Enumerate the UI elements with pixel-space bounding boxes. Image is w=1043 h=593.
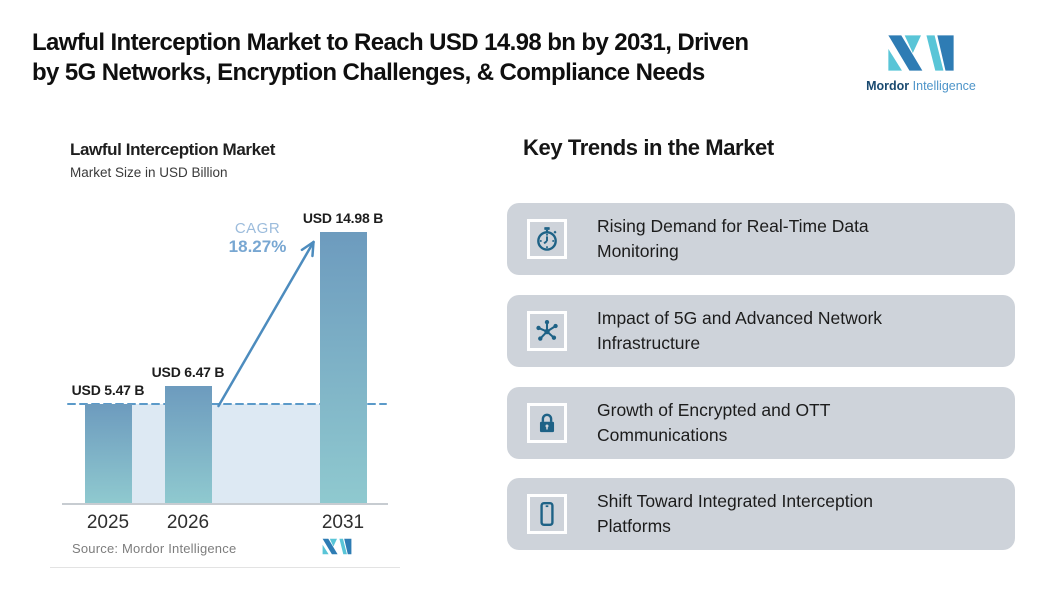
trend-text: Rising Demand for Real-Time Data Monitor… <box>597 216 869 261</box>
x-tick-label: 2031 <box>321 512 365 533</box>
x-axis-line <box>62 503 388 505</box>
trend-text: Growth of Encrypted and OTT Communicatio… <box>597 400 831 445</box>
trend-card-5g-infrastructure: Impact of 5G and Advanced Network Infras… <box>507 295 1015 367</box>
lock-icon <box>539 413 555 433</box>
stopwatch-icon <box>537 227 557 251</box>
page-title: Lawful Interception Market to Reach USD … <box>32 28 842 88</box>
chart-title: Lawful Interception Market <box>70 140 275 159</box>
x-tick-label: 2025 <box>86 512 130 533</box>
smartphone-icon <box>540 501 554 527</box>
mordor-mini-logo-icon <box>322 538 352 555</box>
source-text: Source: Mordor Intelligence <box>72 541 237 556</box>
trend-icon-box <box>527 403 567 443</box>
bar-2025 <box>84 404 132 503</box>
x-tick-label: 2026 <box>166 512 210 533</box>
bar-value-label: USD 14.98 B <box>302 210 384 226</box>
trend-text: Impact of 5G and Advanced Network Infras… <box>597 308 883 353</box>
trend-card-encrypted-ott: Growth of Encrypted and OTT Communicatio… <box>507 387 1015 459</box>
trend-icon-box <box>527 311 567 351</box>
trend-card-realtime-monitoring: Rising Demand for Real-Time Data Monitor… <box>507 203 1015 275</box>
brand-logo: Mordor Intelligence <box>858 30 984 93</box>
page-title-line1: Lawful Interception Market to Reach USD … <box>32 29 749 56</box>
chart-subtitle: Market Size in USD Billion <box>70 165 228 180</box>
mordor-intelligence-logo-icon <box>888 35 954 71</box>
bar-2031 <box>319 232 367 503</box>
bar-chart-plot: USD 5.47 B 2025 USD 6.47 B 2026 USD 14.98 B 2… <box>50 128 400 568</box>
cagr-annotation: CAGR 18.27% <box>205 220 310 257</box>
trend-icon-box <box>527 494 567 534</box>
cagr-value: 18.27% <box>228 237 287 256</box>
brand-name: Mordor Intelligence <box>858 79 984 93</box>
network-icon <box>536 319 558 341</box>
source-row: Source: Mordor Intelligence <box>50 538 400 562</box>
market-chart-card: USD 5.47 B 2025 USD 6.47 B 2026 USD 14.98 B 2… <box>50 128 400 568</box>
bar-value-label: USD 6.47 B <box>151 363 225 380</box>
trends-heading: Key Trends in the Market <box>523 135 774 160</box>
cagr-label: CAGR <box>234 220 281 237</box>
trend-icon-box <box>527 219 567 259</box>
trend-card-integrated-platforms: Shift Toward Integrated Interception Pla… <box>507 478 1015 550</box>
trend-text: Shift Toward Integrated Interception Pla… <box>597 491 873 536</box>
bar-value-label: USD 5.47 B <box>71 382 145 399</box>
brand-name-light: Intelligence <box>912 79 976 93</box>
brand-name-bold: Mordor <box>866 79 910 93</box>
bar-2026 <box>164 385 212 503</box>
page-title-line2: by 5G Networks, Encryption Challenges, &… <box>32 59 705 86</box>
